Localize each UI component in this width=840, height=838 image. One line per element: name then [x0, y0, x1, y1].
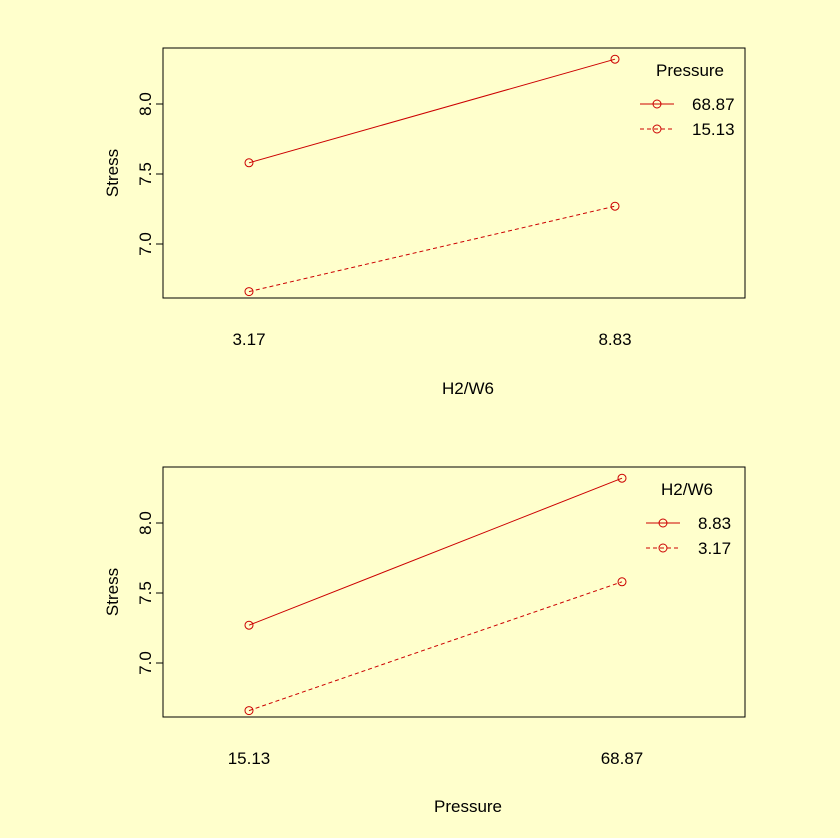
data-point — [617, 473, 627, 483]
legend-marker — [652, 99, 662, 109]
legend-label: 3.17 — [698, 539, 731, 558]
y-tick-label: 8.0 — [136, 92, 155, 116]
legend-label: 68.87 — [692, 95, 735, 114]
y-axis-label: Stress — [103, 568, 122, 616]
legend-marker — [658, 543, 668, 553]
legend-marker — [658, 518, 668, 528]
plot-frame — [162, 47, 746, 299]
x-tick-label: 3.17 — [232, 330, 265, 349]
chart-marks: 7.0 7.5 8.0 15.13 68.87 8.83 3.17 — [136, 473, 731, 768]
legend-label: 15.13 — [692, 120, 735, 139]
panel-1: 7.0 7.5 8.0 3.17 8.83 68.87 15.13 H2/W6 Stress… — [103, 47, 746, 398]
plot-frame — [162, 466, 746, 718]
x-tick-label: 68.87 — [601, 749, 644, 768]
legend-marker — [652, 124, 662, 134]
data-point — [244, 706, 254, 716]
y-tick-label: 7.0 — [136, 232, 155, 256]
legend-title: H2/W6 — [661, 480, 713, 499]
x-axis-label: Pressure — [434, 797, 502, 816]
series-line — [248, 205, 616, 293]
x-tick-label: 8.83 — [598, 330, 631, 349]
data-point — [617, 577, 627, 587]
legend-label: 8.83 — [698, 514, 731, 533]
data-point — [610, 201, 620, 211]
chart-marks: 7.0 7.5 8.0 3.17 8.83 68.87 15.13 — [136, 54, 735, 349]
data-point — [244, 158, 254, 168]
series-line — [248, 58, 616, 164]
data-point — [244, 620, 254, 630]
y-tick-label: 7.0 — [136, 651, 155, 675]
series-line — [248, 477, 623, 626]
data-point — [244, 287, 254, 297]
y-tick-label: 8.0 — [136, 511, 155, 535]
y-axis-label: Stress — [103, 149, 122, 197]
series-line — [248, 581, 623, 712]
data-point — [610, 54, 620, 64]
y-tick-label: 7.5 — [136, 162, 155, 186]
legend-title: Pressure — [656, 61, 724, 80]
x-axis-label: H2/W6 — [442, 379, 494, 398]
y-tick-label: 7.5 — [136, 581, 155, 605]
x-tick-label: 15.13 — [228, 749, 271, 768]
panel-2: 7.0 7.5 8.0 15.13 68.87 8.83 3.17 Pressure Str… — [103, 466, 746, 816]
